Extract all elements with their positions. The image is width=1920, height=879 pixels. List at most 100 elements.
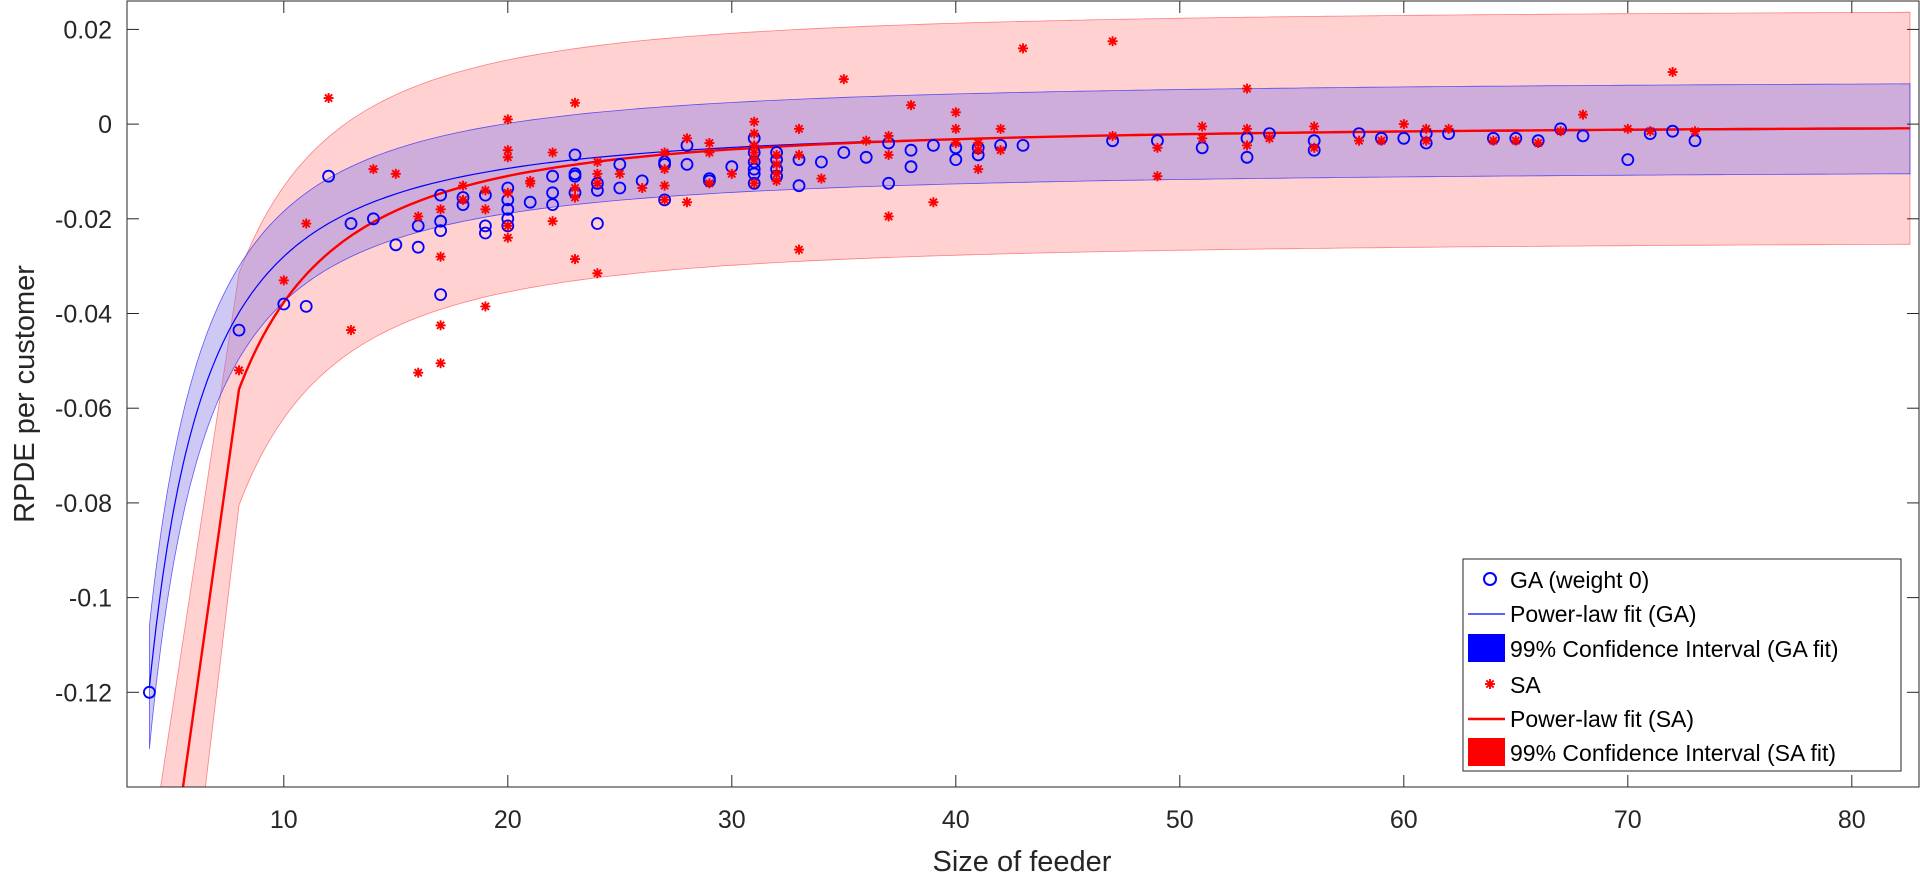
sa-point [435,358,446,369]
plot-frame [126,0,1920,788]
sa-point [502,232,513,243]
ga-point [366,212,380,226]
sa-point [749,154,760,165]
sa-point [278,275,289,286]
y-tick-label: 0.02 [63,16,112,44]
ga-point [389,238,403,252]
sa-point [771,159,782,170]
sa-point [950,138,961,149]
ga-point [613,181,627,195]
sa-point [570,192,580,203]
sa-point [323,93,334,104]
sa-point [1488,135,1499,146]
sa-point [1376,135,1387,146]
sa-point [1555,126,1566,137]
sa-point [1107,130,1118,141]
sa-point [659,194,670,205]
ga-point [1240,150,1254,164]
ga-point [815,155,828,169]
sa-point [592,156,603,167]
sa-point [346,325,356,336]
sa-point [413,211,424,222]
sa-point [570,254,580,265]
sa-point [794,149,804,160]
legend-ga-ci-patch [1468,634,1505,662]
sa-points-layer [234,36,1700,378]
sa-point [1152,142,1163,153]
sa-point [883,211,894,222]
sa-point [928,197,939,208]
x-tick-label: 30 [718,806,746,834]
legend-ga-fit-label: Power-law fit (GA) [1510,601,1697,627]
sa-point [950,107,961,118]
y-tick-label: -0.02 [55,206,112,234]
sa-point [570,97,580,108]
sa-confidence-band [160,11,1911,787]
ga-point [434,214,448,228]
sa-point [704,138,715,149]
legend-box [1462,558,1902,772]
sa-point [1533,138,1544,149]
sa-point [368,164,379,175]
y-tick-label: -0.12 [55,679,112,707]
y-tick-label: -0.08 [55,490,112,518]
ga-point [434,224,448,238]
legend-sa-ci-patch [1468,738,1505,766]
sa-point [1264,133,1275,144]
x-tick-label: 40 [942,806,970,834]
sa-fit-line [181,127,1910,787]
x-axis-label: Size of feeder [933,846,1112,878]
sa-point [816,173,827,184]
ga-point [478,226,492,240]
sa-point [973,138,984,149]
sa-point [458,194,468,205]
sa-point [234,365,244,376]
ga-point [568,169,582,183]
ga-point [523,195,537,209]
sa-point [726,168,737,179]
sa-point [547,147,558,158]
legend-sa-label: SA [1510,672,1541,698]
ga-point [546,198,559,212]
sa-point [502,114,513,125]
sa-point [1622,123,1633,134]
sa-point [973,145,984,156]
x-tick-label: 70 [1614,806,1642,834]
legend-ga-marker [1483,572,1497,586]
ga-point [434,188,448,202]
ga-point [501,219,515,233]
sa-point [1152,171,1163,182]
ga-confidence-band [149,83,1911,750]
sa-point [950,123,961,134]
y-tick-label: 0 [98,111,112,139]
legend-sa-ci-label: 99% Confidence Interval (SA fit) [1510,740,1836,766]
legend-sa-star-glyph [1485,679,1495,689]
sa-point [435,204,446,215]
legend: GA (weight 0) Power-law fit (GA) 99% Con… [1462,558,1902,772]
legend-ga-ci-label: 99% Confidence Interval (GA fit) [1510,636,1839,662]
ga-point [568,148,582,162]
sa-point [525,178,536,189]
ga-point [344,217,358,230]
ga-point [837,146,851,159]
sa-point [659,147,670,158]
sa-point [1578,109,1588,120]
sa-point [1309,121,1320,132]
sa-point [480,204,491,215]
y-axis-label: RPDE per customer [9,265,41,523]
sa-point [1421,123,1432,134]
sa-point [1309,142,1320,153]
x-tick-label: 50 [1166,806,1194,834]
sa-point [480,301,491,312]
sa-point [435,320,446,331]
sa-point [794,244,804,255]
sa-point [749,178,760,189]
sa-point [502,152,513,163]
sa-point [659,164,670,175]
sa-point [1645,126,1656,137]
ga-point [927,138,940,152]
ga-point [277,297,291,311]
y-tick-label: -0.04 [55,301,112,329]
sa-point [1690,126,1700,137]
sa-point [592,268,603,279]
